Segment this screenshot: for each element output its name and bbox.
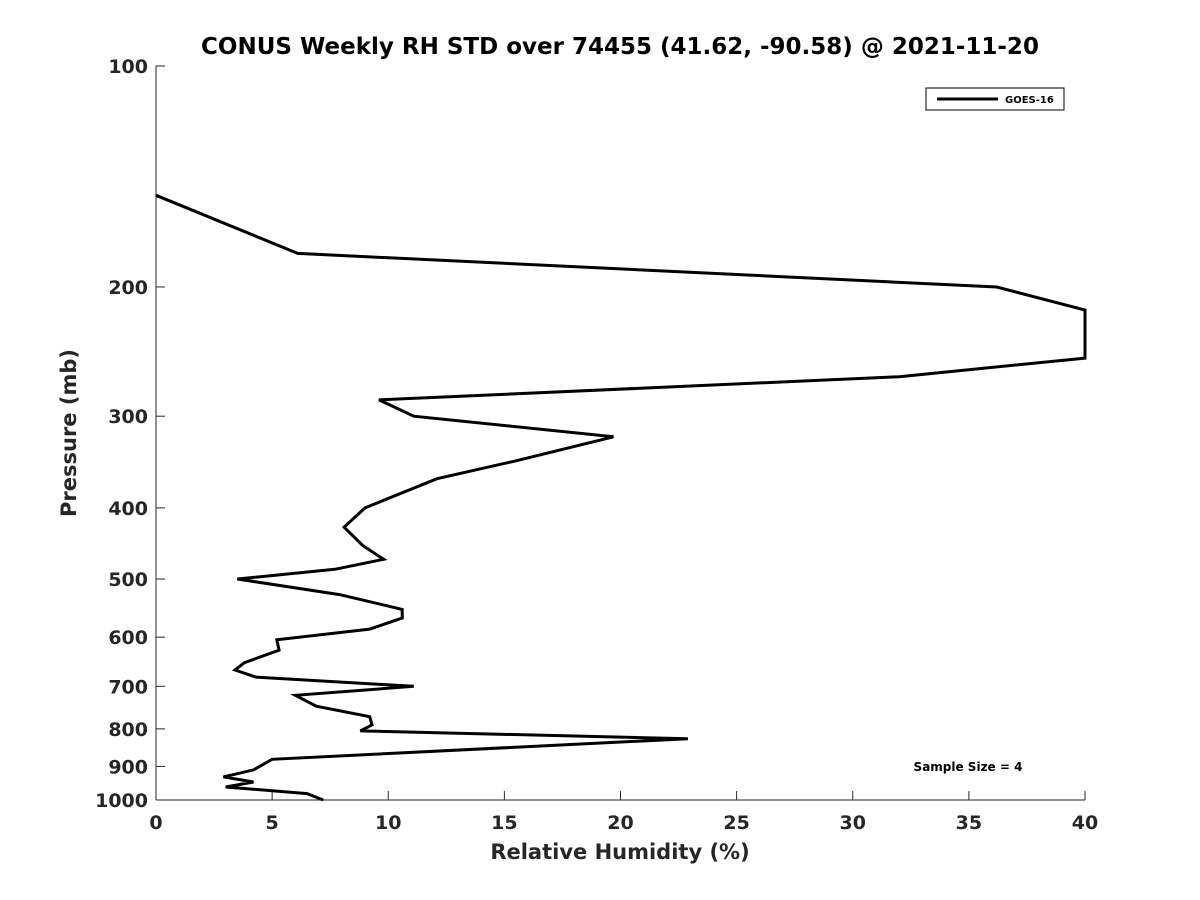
x-tick-label: 35 <box>956 812 982 834</box>
x-tick-label: 20 <box>607 812 633 834</box>
x-tick-label: 0 <box>149 812 162 834</box>
y-tick-label: 200 <box>108 277 148 299</box>
y-tick-label: 800 <box>108 719 148 741</box>
x-tick-label: 5 <box>266 812 279 834</box>
axes: 0 5 10 15 20 25 30 35 40 100 200 300 400 500 600 700 800… <box>95 56 1098 834</box>
x-tick-label: 30 <box>840 812 866 834</box>
y-tick-label: 100 <box>108 56 148 78</box>
y-tick-label: 1000 <box>95 790 148 812</box>
y-tick-label: 600 <box>108 627 148 649</box>
sample-size-annotation: Sample Size = 4 <box>914 760 1023 774</box>
legend: GOES-16 <box>925 87 1065 111</box>
y-tick-label: 900 <box>108 756 148 778</box>
y-tick-label: 300 <box>108 406 148 428</box>
plot-area <box>155 193 1087 802</box>
y-tick-label: 700 <box>108 676 148 698</box>
y-axis-title: Pressure (mb) <box>57 349 81 517</box>
series-line-goes-16 <box>155 193 1087 802</box>
y-tick-label: 400 <box>108 498 148 520</box>
x-tick-label: 40 <box>1072 812 1098 834</box>
x-tick-label: 15 <box>491 812 517 834</box>
legend-label-goes-16: GOES-16 <box>1005 95 1054 106</box>
y-tick-label: 500 <box>108 569 148 591</box>
x-tick-label: 10 <box>375 812 401 834</box>
x-tick-label: 25 <box>723 812 749 834</box>
x-axis-title: Relative Humidity (%) <box>490 840 749 864</box>
chart-title: CONUS Weekly RH STD over 74455 (41.62, -… <box>201 34 1039 60</box>
